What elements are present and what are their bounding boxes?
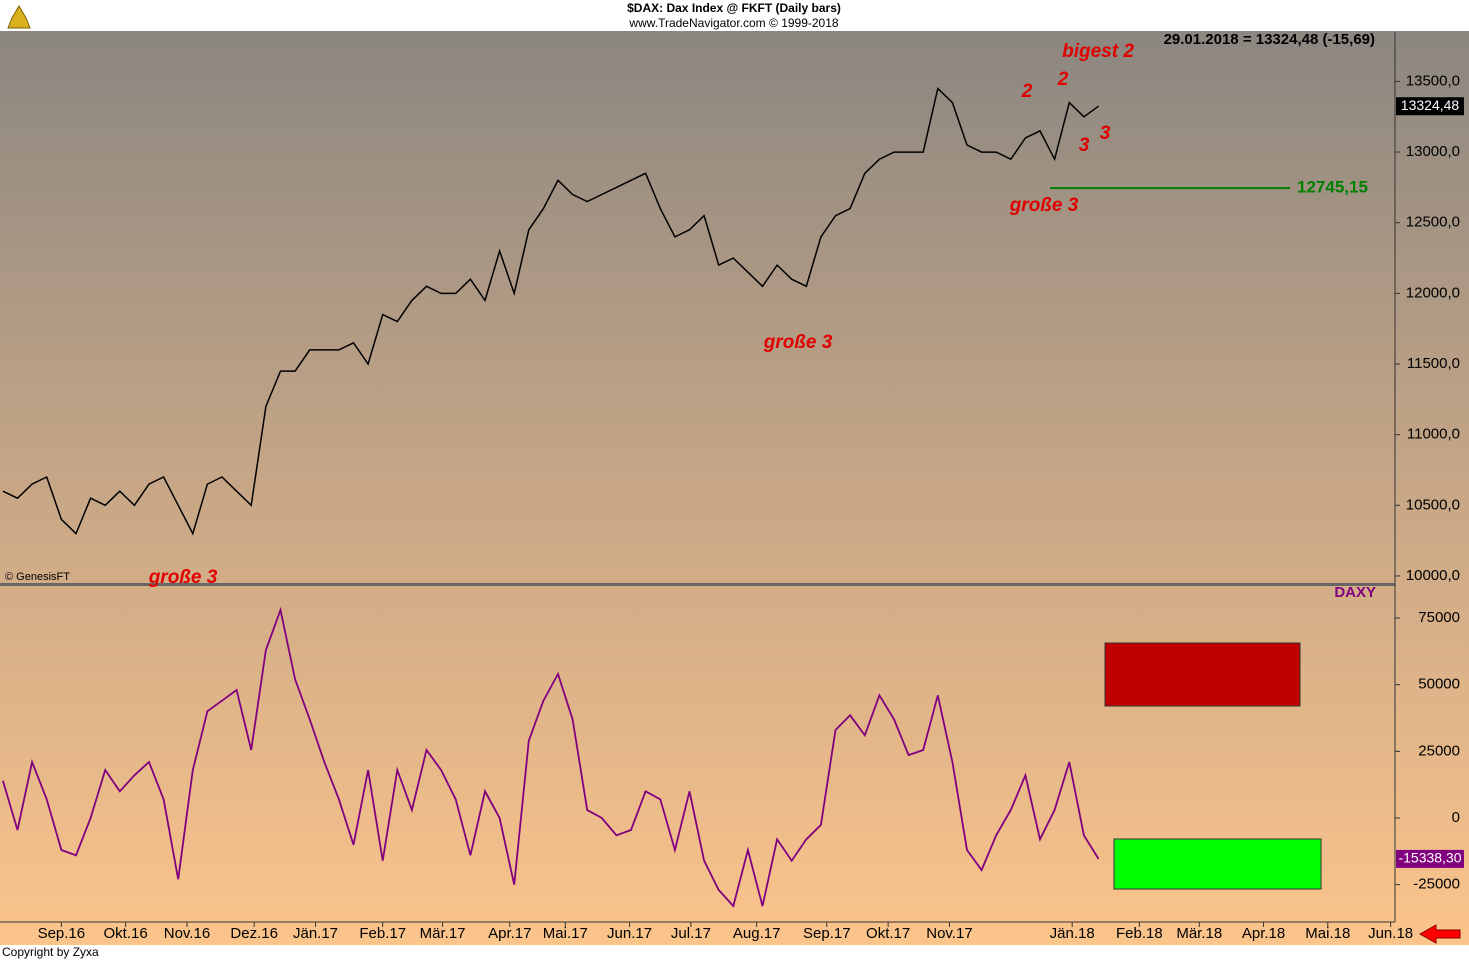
annotation: 3: [1079, 135, 1090, 156]
footer-bar: [0, 945, 1469, 960]
x-tick-label: Mär.18: [1176, 925, 1222, 942]
y-tick-label: 11000,0: [1407, 426, 1460, 443]
y-tick-label: 50000: [1418, 676, 1460, 693]
x-tick-label: Jun.18: [1368, 925, 1413, 942]
chart-subtitle: www.TradeNavigator.com © 1999-2018: [628, 16, 838, 30]
y-tick-label: 13500,0: [1406, 72, 1460, 89]
x-tick-label: Apr.17: [488, 925, 531, 942]
annotation: große 3: [763, 332, 833, 353]
x-tick-label: Mai.17: [543, 925, 588, 942]
level-label: 12745,15: [1297, 178, 1368, 197]
y-tick-label: 12000,0: [1406, 284, 1460, 301]
series-line: [2, 87, 1099, 536]
x-tick-label: Dez.16: [230, 925, 278, 942]
y-tick-label: 12500,0: [1406, 214, 1460, 231]
x-tick-label: Mai.18: [1305, 925, 1350, 942]
last-value-box: [1396, 849, 1464, 868]
x-tick-label: Mär.17: [420, 925, 466, 942]
y-tick-label: -25000: [1413, 876, 1460, 893]
last-value-box: [1396, 97, 1464, 116]
x-tick-label: Apr.18: [1242, 925, 1285, 942]
x-tick-label: Jän.17: [293, 925, 338, 942]
logo: [7, 5, 31, 29]
y-tick-label: 75000: [1418, 609, 1460, 626]
x-tick-label: Nov.17: [926, 925, 972, 942]
x-tick-label: Sep.16: [38, 925, 86, 942]
arrow: [1418, 924, 1461, 944]
x-tick-label: Jul.17: [671, 925, 711, 942]
indicator-title: DAXY: [1334, 584, 1376, 601]
y-tick-label: 10500,0: [1406, 496, 1460, 513]
annotation: 2: [1021, 81, 1033, 102]
annotation: 2: [1057, 69, 1069, 90]
y-tick-label: 13000,0: [1406, 143, 1460, 160]
x-tick-label: Okt.16: [104, 925, 148, 942]
x-tick-label: Okt.17: [866, 925, 910, 942]
annotation: große 3: [148, 567, 218, 588]
annotation: bigest 2: [1062, 41, 1134, 62]
last-value-label: 13324,48: [1401, 97, 1460, 113]
sell-zone: [1104, 642, 1301, 707]
x-tick-label: Jän.18: [1050, 925, 1095, 942]
x-tick-label: Jun.17: [607, 925, 652, 942]
last-value-label: -15338,30: [1398, 850, 1461, 866]
annotation: 3: [1100, 123, 1111, 144]
x-tick-label: Nov.16: [164, 925, 210, 942]
x-tick-label: Feb.17: [359, 925, 406, 942]
source: © GenesisFT: [5, 571, 70, 583]
chart-title: $DAX: Dax Index @ FKFT (Daily bars): [627, 1, 841, 15]
annotation: große 3: [1009, 195, 1079, 216]
header-bar: [0, 0, 1469, 31]
y-tick-label: 25000: [1418, 742, 1460, 759]
price-header: 29.01.2018 = 13324,48 (-15,69): [1164, 31, 1375, 48]
y-tick-label: 0: [1452, 809, 1460, 826]
series-line: [2, 606, 1100, 908]
x-tick-label: Aug.17: [733, 925, 781, 942]
y-tick-label: 11500,0: [1407, 355, 1460, 372]
footer: Copyright by Zyxa: [2, 945, 99, 959]
buy-zone: [1113, 838, 1322, 890]
y-tick-label: 10000,0: [1406, 567, 1460, 584]
x-tick-label: Sep.17: [803, 925, 851, 942]
x-tick-label: Feb.18: [1116, 925, 1163, 942]
